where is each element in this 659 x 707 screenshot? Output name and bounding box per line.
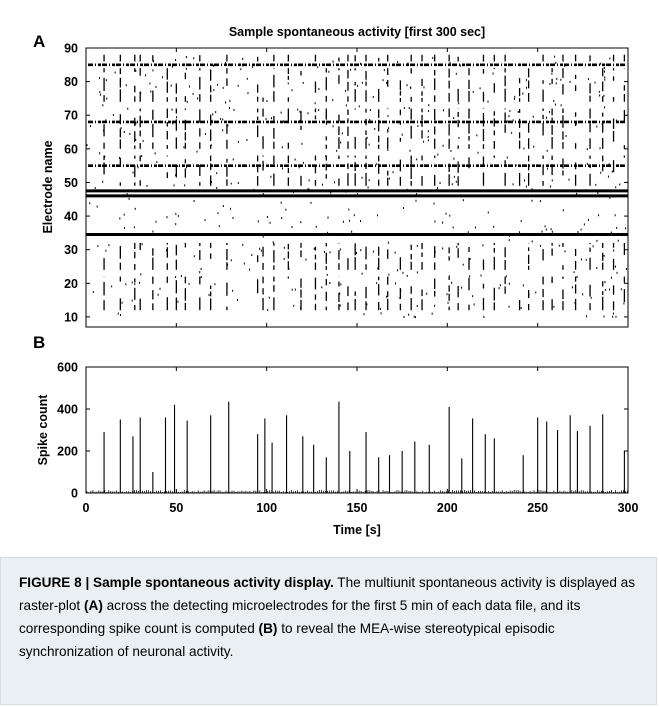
raster-y-tick-label: 70 xyxy=(64,109,78,123)
raster-y-tick-label: 10 xyxy=(64,310,78,324)
panel-a-letter: A xyxy=(33,32,45,51)
count-x-axis-label: Time [s] xyxy=(333,523,381,537)
count-x-tick-label: 0 xyxy=(83,501,90,515)
count-y-axis: 0 200 400 600 xyxy=(57,361,628,501)
figure-caption: FIGURE 8 | Sample spontaneous activity d… xyxy=(19,571,644,663)
count-x-tick-label: 150 xyxy=(347,501,368,515)
figure-canvas: A Sample spontaneous activity [first 300… xyxy=(33,25,639,537)
panel-b-letter: B xyxy=(33,333,45,352)
raster-y-tick-label: 50 xyxy=(64,176,78,190)
raster-y-axis: 10 20 30 40 50 60 70 80 90 xyxy=(64,42,628,324)
count-x-tick-label: 100 xyxy=(256,501,277,515)
count-y-tick-label: 600 xyxy=(57,361,78,375)
count-y-tick-label: 200 xyxy=(57,445,78,459)
figure-caption-box: FIGURE 8 | Sample spontaneous activity d… xyxy=(0,557,657,705)
raster-y-tick-label: 40 xyxy=(64,210,78,224)
caption-text-2: across the detecting microelectrodes for… xyxy=(19,598,581,636)
raster-x-ticks xyxy=(85,48,629,327)
caption-ref-b: (B) xyxy=(258,621,278,636)
caption-ref-a: (A) xyxy=(83,598,103,613)
count-y-tick-label: 400 xyxy=(57,403,78,417)
spike-count-series xyxy=(86,401,628,493)
raster-y-tick-label: 90 xyxy=(64,42,78,56)
caption-text-3: to reveal the MEA-wise stereotypical epi… xyxy=(19,621,555,659)
raster-y-tick-label: 20 xyxy=(64,277,78,291)
count-x-axis: 0 50 100 150 200 250 300 xyxy=(83,367,639,515)
raster-title: Sample spontaneous activity [first 300 s… xyxy=(229,25,485,39)
raster-y-tick-label: 30 xyxy=(64,243,78,257)
caption-text-1: The multiunit spontaneous activity is di… xyxy=(19,575,636,613)
raster-y-tick-label: 80 xyxy=(64,75,78,89)
raster-y-axis-label: Electrode name xyxy=(41,140,55,233)
raster-y-tick-label: 60 xyxy=(64,142,78,156)
count-y-tick-label: 0 xyxy=(71,487,78,501)
caption-label: FIGURE 8 | Sample spontaneous activity d… xyxy=(19,575,334,590)
raster-marks xyxy=(86,54,629,319)
count-y-axis-label: Spike count xyxy=(36,394,50,466)
count-x-tick-label: 250 xyxy=(527,501,548,515)
count-x-tick-label: 50 xyxy=(169,501,183,515)
count-x-tick-label: 200 xyxy=(437,501,458,515)
count-x-tick-label: 300 xyxy=(618,501,639,515)
